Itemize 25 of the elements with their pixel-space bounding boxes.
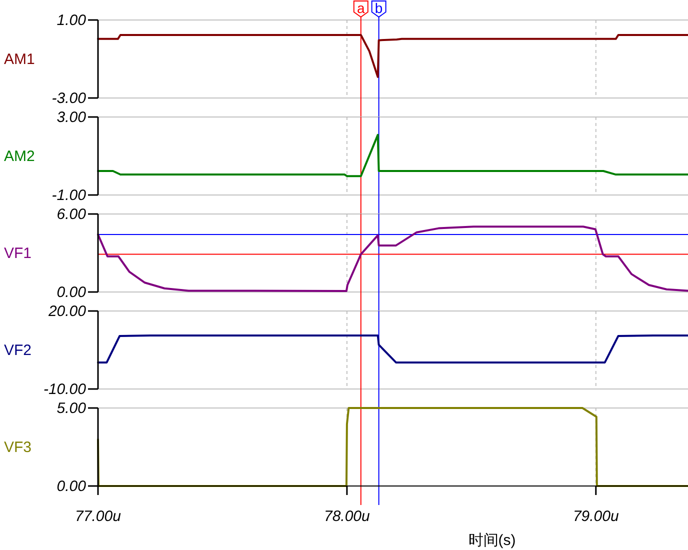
y-tick-label: -10.00: [43, 381, 87, 398]
y-axis-title: AM1: [4, 51, 35, 68]
line-series: [97, 134, 688, 178]
ref-line-label: b: [374, 0, 383, 16]
y-tick-label: -3.00: [52, 90, 87, 107]
y-tick-label: 6.00: [56, 206, 87, 223]
y-tick-label: 0.00: [56, 284, 87, 301]
line-series: [97, 334, 688, 364]
x-axis-title: 时间(s): [468, 532, 516, 549]
ref-line-label: a: [356, 0, 365, 16]
y-tick-label: 20.00: [47, 303, 87, 320]
y-axis-title: VF1: [4, 245, 32, 262]
y-axis-title: VF3: [4, 439, 32, 456]
y-tick-label: 0.00: [56, 478, 87, 495]
x-tick-label: 77.00u: [75, 508, 122, 525]
line-series: [97, 34, 688, 78]
y-tick-label: 1.00: [56, 12, 87, 29]
y-tick-label: -1.00: [52, 187, 87, 204]
line-series: [97, 226, 688, 292]
y-tick-label: 5.00: [56, 400, 87, 417]
x-tick-label: 79.00u: [572, 508, 620, 525]
y-tick-label: 3.00: [56, 109, 87, 126]
y-axis-title: AM2: [4, 148, 35, 165]
x-tick-label: 78.00u: [324, 508, 371, 525]
y-axis-title: VF2: [4, 342, 32, 359]
